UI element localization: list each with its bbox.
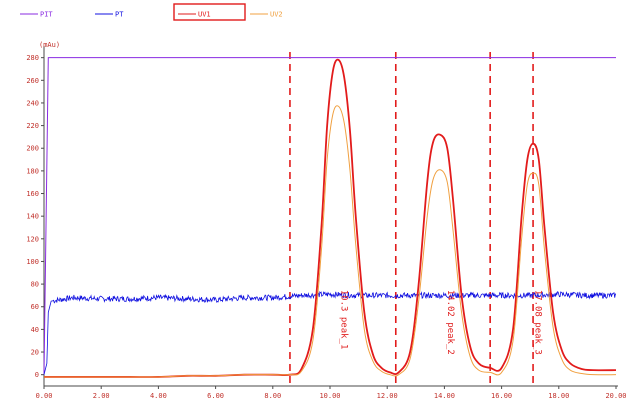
x-tick-label: 0.00 — [36, 392, 53, 400]
x-tick-label: 18.00 — [548, 392, 569, 400]
legend-label-pit: PIT — [40, 11, 53, 19]
peak-label: 17.08 peak_3 — [532, 290, 542, 355]
fraction-markers — [289, 52, 534, 386]
legend-selection-box — [173, 3, 246, 21]
series-line-uv2 — [43, 105, 617, 378]
y-tick-label: 200 — [26, 145, 39, 153]
legend-label-uv2: UV2 — [270, 11, 283, 19]
series-line-pit — [43, 57, 616, 375]
legend-label-uv1: UV1 — [198, 11, 211, 19]
x-tick-label: 2.00 — [93, 392, 110, 400]
legend: PIT PT UV1 UV2 — [20, 3, 283, 21]
y-tick-label: 140 — [26, 213, 39, 221]
y-tick-label: 60 — [31, 303, 39, 311]
peak-label: 10.3 peak_1 — [339, 290, 349, 350]
legend-label-pt: PT — [115, 11, 124, 19]
y-tick-label: 160 — [26, 190, 39, 198]
x-tick-label: 20.00 — [605, 392, 626, 400]
y-tick-label: 20 — [31, 349, 39, 357]
y-tick-label: 80 — [31, 281, 39, 289]
x-tick-label: 14.00 — [434, 392, 455, 400]
x-tick-label: 4.00 — [150, 392, 167, 400]
peak-label: 14.02 peak_2 — [445, 290, 455, 355]
y-axis-unit: (mAu) — [39, 41, 60, 49]
y-tick-label: 180 — [26, 167, 39, 175]
series-line-pt — [43, 290, 616, 375]
peak-labels: 10.3 peak_1 14.02 peak_2 17.08 peak_3 — [339, 290, 543, 355]
y-tick-label: 260 — [26, 77, 39, 85]
x-tick-label: 8.00 — [264, 392, 281, 400]
x-tick-label: 10.00 — [319, 392, 340, 400]
y-tick-label: 0 — [35, 371, 39, 379]
y-tick-label: 280 — [26, 54, 39, 62]
y-tick-label: 40 — [31, 326, 39, 334]
y-tick-label: 220 — [26, 122, 39, 130]
series-lines — [43, 57, 617, 378]
x-tick-label: 6.00 — [207, 392, 224, 400]
axes: (mAu) 0 20 40 60 80 100 120 140 160 180 200 220 240 26… — [26, 41, 626, 400]
y-tick-label: 100 — [26, 258, 39, 266]
y-tick-label: 240 — [26, 99, 39, 107]
x-tick-label: 12.00 — [377, 392, 398, 400]
x-tick-label: 16.00 — [491, 392, 512, 400]
y-tick-label: 120 — [26, 235, 39, 243]
